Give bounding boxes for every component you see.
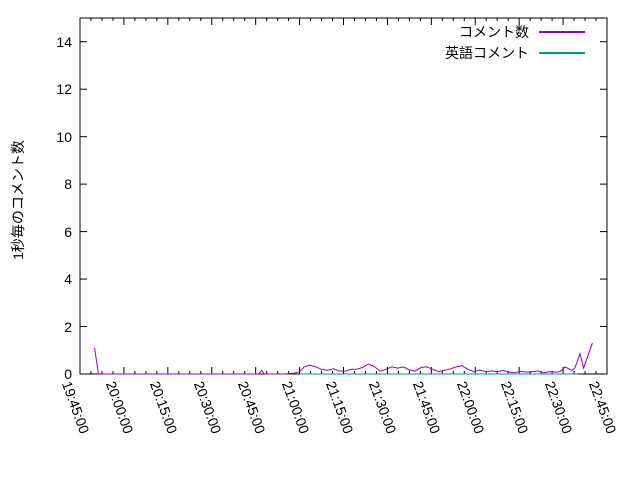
plot-border (79, 17, 608, 375)
y-tick-label: 0 (64, 366, 72, 382)
y-tick-label: 4 (64, 271, 72, 288)
y-tick-label: 12 (56, 81, 72, 98)
legend-item-comments: コメント数 (445, 22, 585, 41)
legend-line-swatch (539, 30, 585, 33)
legend: コメント数英語コメント (445, 22, 585, 62)
y-tick-label: 6 (64, 223, 72, 240)
series-line-comments (94, 342, 593, 375)
y-axis-title: 1秒毎のコメント数 (10, 140, 26, 260)
y-tick-label: 8 (64, 176, 72, 193)
y-tick-label: 2 (64, 318, 72, 335)
legend-line-swatch (539, 51, 585, 54)
legend-item-english-comments: 英語コメント (445, 43, 585, 62)
y-tick-label: 14 (56, 33, 72, 50)
y-tick-label: 10 (56, 128, 72, 145)
legend-label: 英語コメント (445, 44, 529, 61)
legend-label: コメント数 (459, 23, 529, 40)
